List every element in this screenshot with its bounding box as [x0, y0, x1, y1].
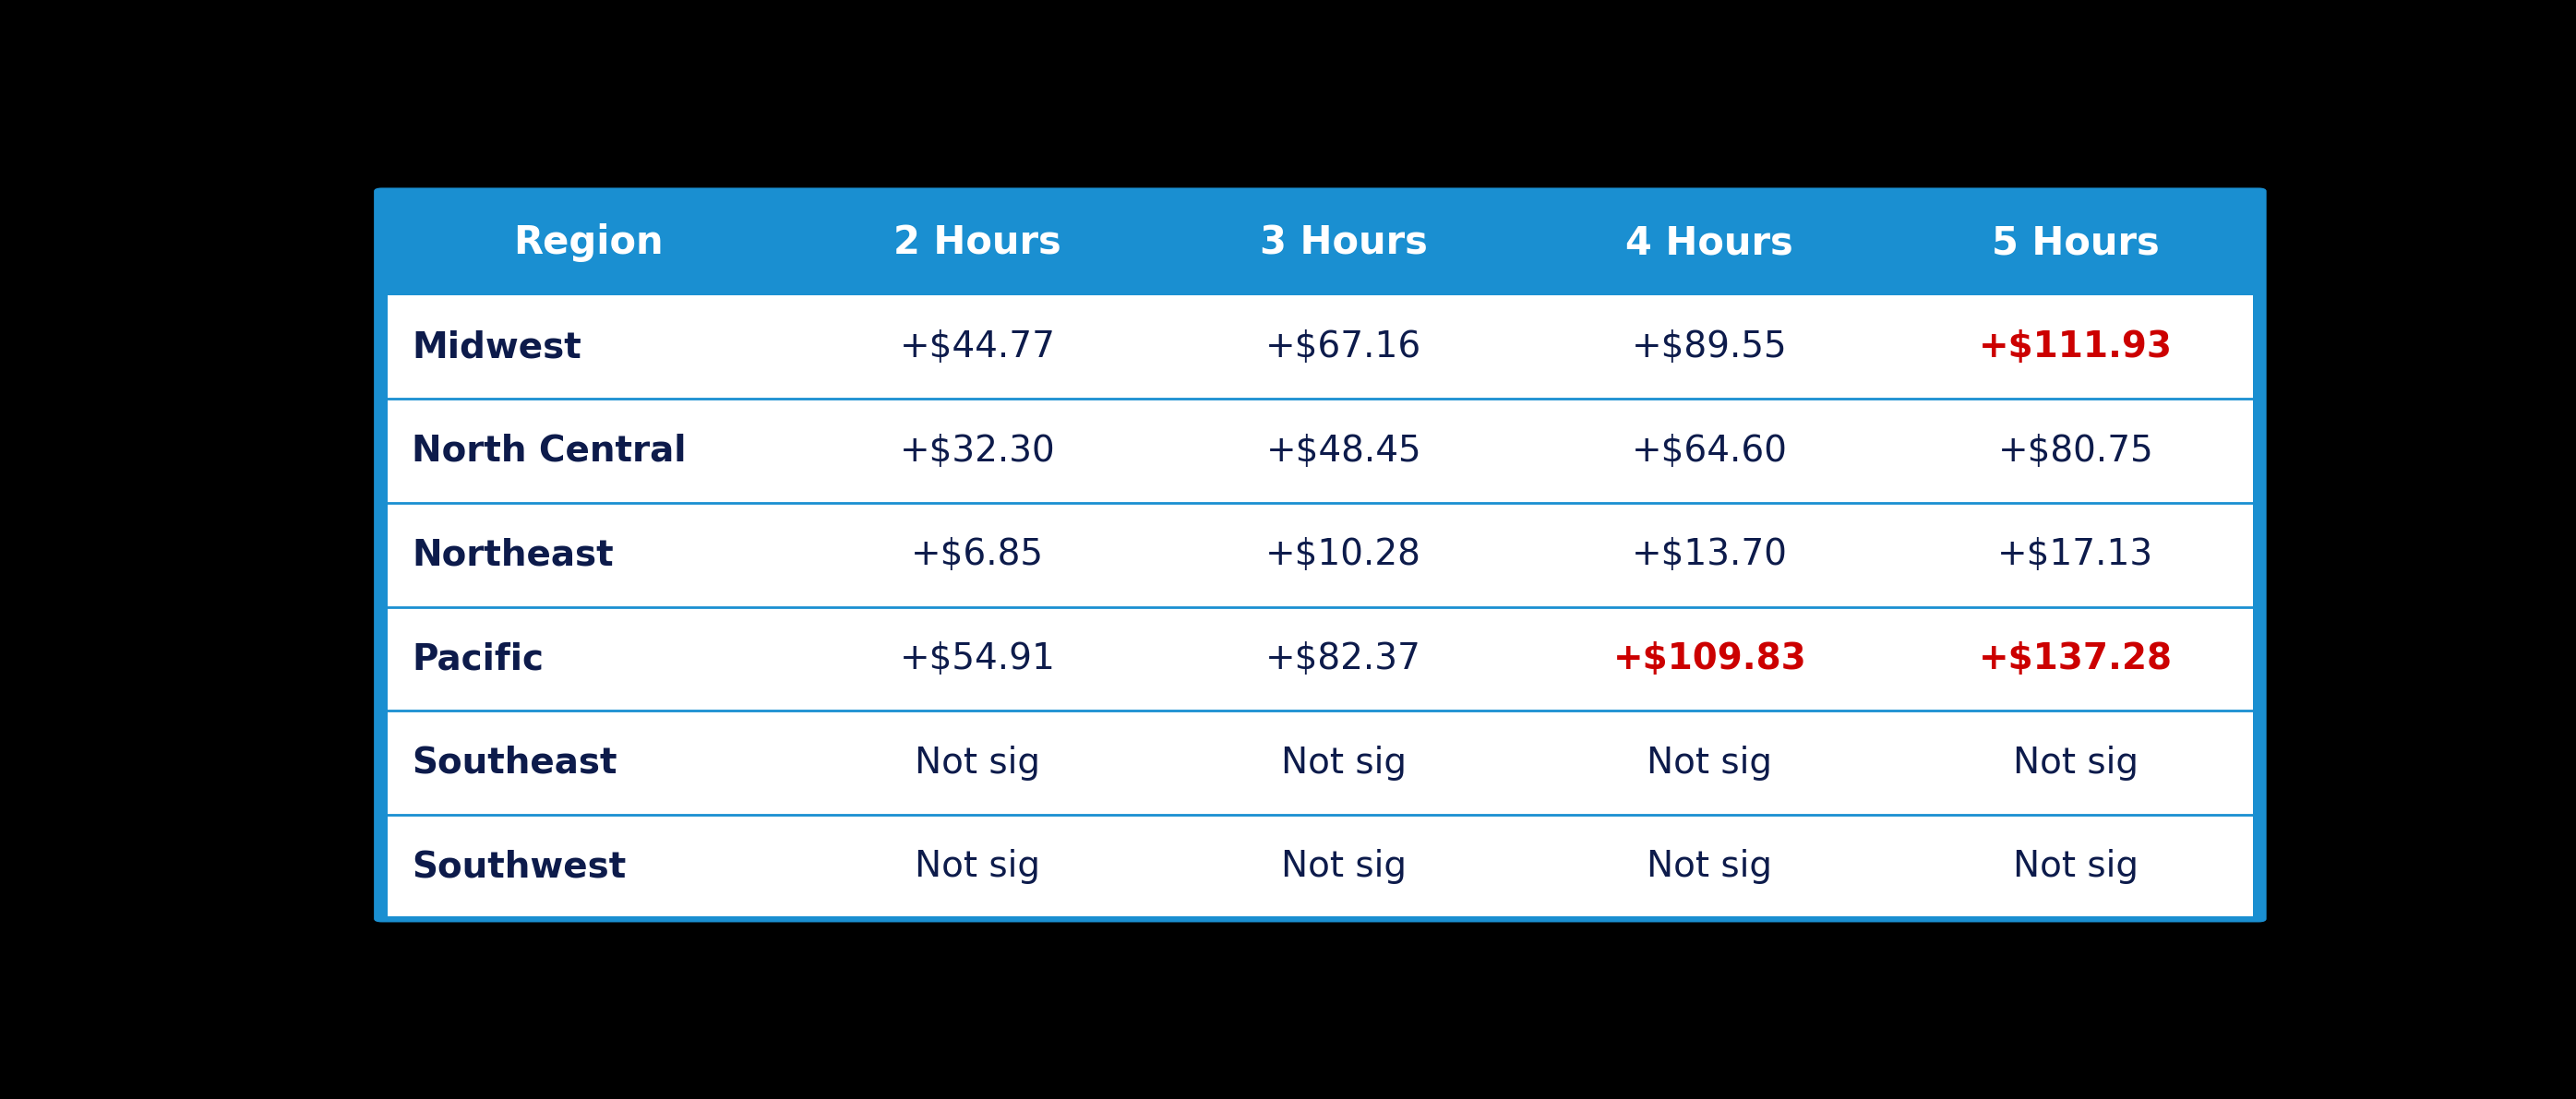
- Text: Not sig: Not sig: [2012, 850, 2138, 885]
- Text: Not sig: Not sig: [2012, 745, 2138, 780]
- Text: Northeast: Northeast: [412, 537, 613, 573]
- FancyBboxPatch shape: [374, 188, 2267, 922]
- Text: Region: Region: [513, 224, 665, 263]
- Text: Not sig: Not sig: [1646, 850, 1772, 885]
- Text: Southwest: Southwest: [412, 850, 626, 885]
- Text: Not sig: Not sig: [914, 850, 1041, 885]
- Text: +$54.91: +$54.91: [899, 642, 1056, 677]
- Text: +$137.28: +$137.28: [1978, 642, 2172, 677]
- Text: 3 Hours: 3 Hours: [1260, 224, 1427, 263]
- Text: +$89.55: +$89.55: [1631, 330, 1788, 365]
- Text: +$67.16: +$67.16: [1265, 330, 1422, 365]
- Text: +$64.60: +$64.60: [1631, 433, 1788, 468]
- Text: Not sig: Not sig: [1280, 745, 1406, 780]
- Text: North Central: North Central: [412, 433, 685, 468]
- Text: +$111.93: +$111.93: [1978, 330, 2172, 365]
- Text: +$32.30: +$32.30: [899, 433, 1056, 468]
- Text: Midwest: Midwest: [412, 330, 582, 365]
- Text: +$17.13: +$17.13: [1996, 537, 2154, 573]
- Text: Pacific: Pacific: [412, 642, 544, 677]
- Text: +$109.83: +$109.83: [1613, 642, 1806, 677]
- Text: +$13.70: +$13.70: [1631, 537, 1788, 573]
- Text: +$80.75: +$80.75: [1996, 433, 2154, 468]
- Bar: [389, 296, 2251, 917]
- Text: Southeast: Southeast: [412, 745, 618, 780]
- Text: +$48.45: +$48.45: [1265, 433, 1422, 468]
- FancyBboxPatch shape: [386, 190, 2254, 293]
- Text: Not sig: Not sig: [1646, 745, 1772, 780]
- Text: Not sig: Not sig: [914, 745, 1041, 780]
- Text: 5 Hours: 5 Hours: [1991, 224, 2159, 263]
- Text: +$44.77: +$44.77: [899, 330, 1056, 365]
- Text: +$82.37: +$82.37: [1265, 642, 1422, 677]
- Text: Not sig: Not sig: [1280, 850, 1406, 885]
- Text: +$6.85: +$6.85: [912, 537, 1043, 573]
- Text: 4 Hours: 4 Hours: [1625, 224, 1793, 263]
- Text: +$10.28: +$10.28: [1265, 537, 1422, 573]
- Text: 2 Hours: 2 Hours: [894, 224, 1061, 263]
